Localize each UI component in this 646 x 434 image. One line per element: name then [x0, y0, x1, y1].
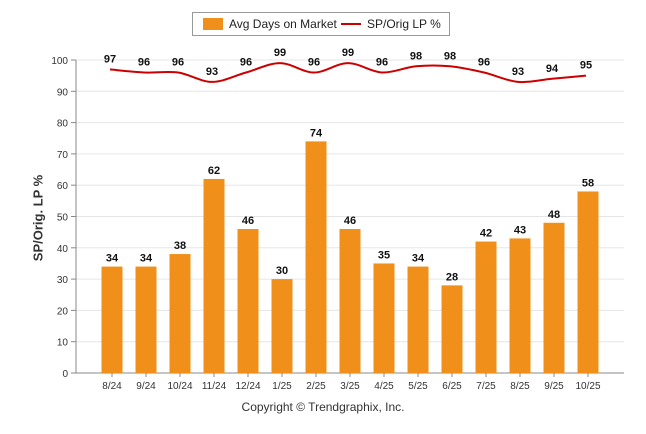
- bar-value-label: 42: [480, 228, 492, 240]
- line-value-label: 98: [444, 50, 456, 62]
- bar: [237, 229, 259, 373]
- x-tick-label: 8/24: [102, 381, 122, 392]
- bar: [475, 241, 497, 373]
- line-value-label: 96: [172, 57, 184, 69]
- bar: [441, 285, 463, 373]
- legend-label-bar: Avg Days on Market: [229, 17, 337, 31]
- x-tick-label: 10/25: [575, 381, 600, 392]
- bar: [577, 191, 599, 373]
- x-tick-label: 10/24: [167, 381, 192, 392]
- x-tick-label: 4/25: [374, 381, 394, 392]
- line-value-label: 96: [138, 57, 150, 69]
- x-tick-label: 9/25: [544, 381, 564, 392]
- x-tick-label: 11/24: [202, 381, 227, 392]
- bar-value-label: 46: [242, 215, 254, 227]
- y-tick-label: 100: [51, 56, 68, 67]
- bar: [169, 254, 191, 373]
- y-tick-label: 10: [57, 338, 69, 349]
- copyright-text: Copyright © Trendgraphix, Inc.: [241, 400, 405, 414]
- bar: [407, 266, 429, 373]
- x-tick-label: 6/25: [442, 381, 462, 392]
- bar: [135, 266, 157, 373]
- bar-value-label: 58: [582, 177, 594, 189]
- bar-value-label: 35: [378, 249, 390, 261]
- line-value-label: 96: [376, 57, 388, 69]
- legend-item-line: SP/Orig LP %: [341, 13, 441, 35]
- line-value-label: 99: [342, 47, 354, 59]
- x-tick-label: 7/25: [476, 381, 496, 392]
- x-tick-label: 12/24: [235, 381, 260, 392]
- bar: [509, 238, 531, 373]
- line-value-label: 98: [410, 50, 422, 62]
- y-tick-label: 80: [57, 119, 69, 130]
- y-tick-label: 90: [57, 87, 69, 98]
- bar-value-label: 48: [548, 209, 560, 221]
- legend: Avg Days on Market SP/Orig LP %: [192, 12, 450, 36]
- y-axis-label: SP/Orig. LP %: [30, 174, 46, 262]
- line-series-path: [109, 62, 587, 84]
- bar-value-label: 30: [276, 265, 288, 277]
- y-tick-label: 30: [57, 275, 69, 286]
- x-tick-label: 1/25: [272, 381, 292, 392]
- bar: [339, 229, 361, 373]
- x-tick-label: 3/25: [340, 381, 360, 392]
- bar-value-label: 46: [344, 215, 356, 227]
- y-tick-label: 0: [62, 369, 68, 380]
- bar-value-label: 74: [310, 127, 323, 139]
- line-value-label: 96: [308, 57, 320, 69]
- line-value-label: 95: [580, 60, 592, 72]
- line-value-label: 96: [240, 57, 252, 69]
- bar-value-label: 34: [106, 253, 119, 265]
- bar: [271, 279, 293, 373]
- legend-swatch-bar: [203, 18, 223, 30]
- bar: [203, 178, 225, 373]
- y-tick-label: 60: [57, 181, 69, 192]
- line-value-label: 99: [274, 47, 286, 59]
- bar-value-label: 34: [140, 253, 153, 265]
- x-tick-label: 2/25: [306, 381, 326, 392]
- line-value-label: 93: [206, 66, 218, 78]
- bar: [101, 266, 123, 373]
- line-value-label: 97: [104, 53, 116, 65]
- x-tick-label: 5/25: [408, 381, 428, 392]
- line-value-label: 96: [478, 57, 490, 69]
- x-tick-label: 9/24: [136, 381, 156, 392]
- y-tick-label: 50: [57, 213, 69, 224]
- y-tick-label: 20: [57, 306, 69, 317]
- bar-value-label: 43: [514, 224, 526, 236]
- bar: [305, 141, 327, 373]
- bar-value-label: 28: [446, 271, 458, 283]
- bar: [543, 222, 565, 373]
- y-tick-label: 70: [57, 150, 69, 161]
- y-tick-label: 40: [57, 244, 69, 255]
- line-value-label: 93: [512, 66, 524, 78]
- legend-label-line: SP/Orig LP %: [367, 17, 441, 31]
- bar-value-label: 62: [208, 165, 220, 177]
- line-value-label: 94: [546, 63, 559, 75]
- legend-swatch-line: [341, 23, 361, 25]
- bar: [373, 263, 395, 373]
- x-tick-label: 8/25: [510, 381, 530, 392]
- bar-value-label: 34: [412, 253, 425, 265]
- bar-value-label: 38: [174, 240, 186, 252]
- legend-item-bar: Avg Days on Market: [203, 13, 337, 35]
